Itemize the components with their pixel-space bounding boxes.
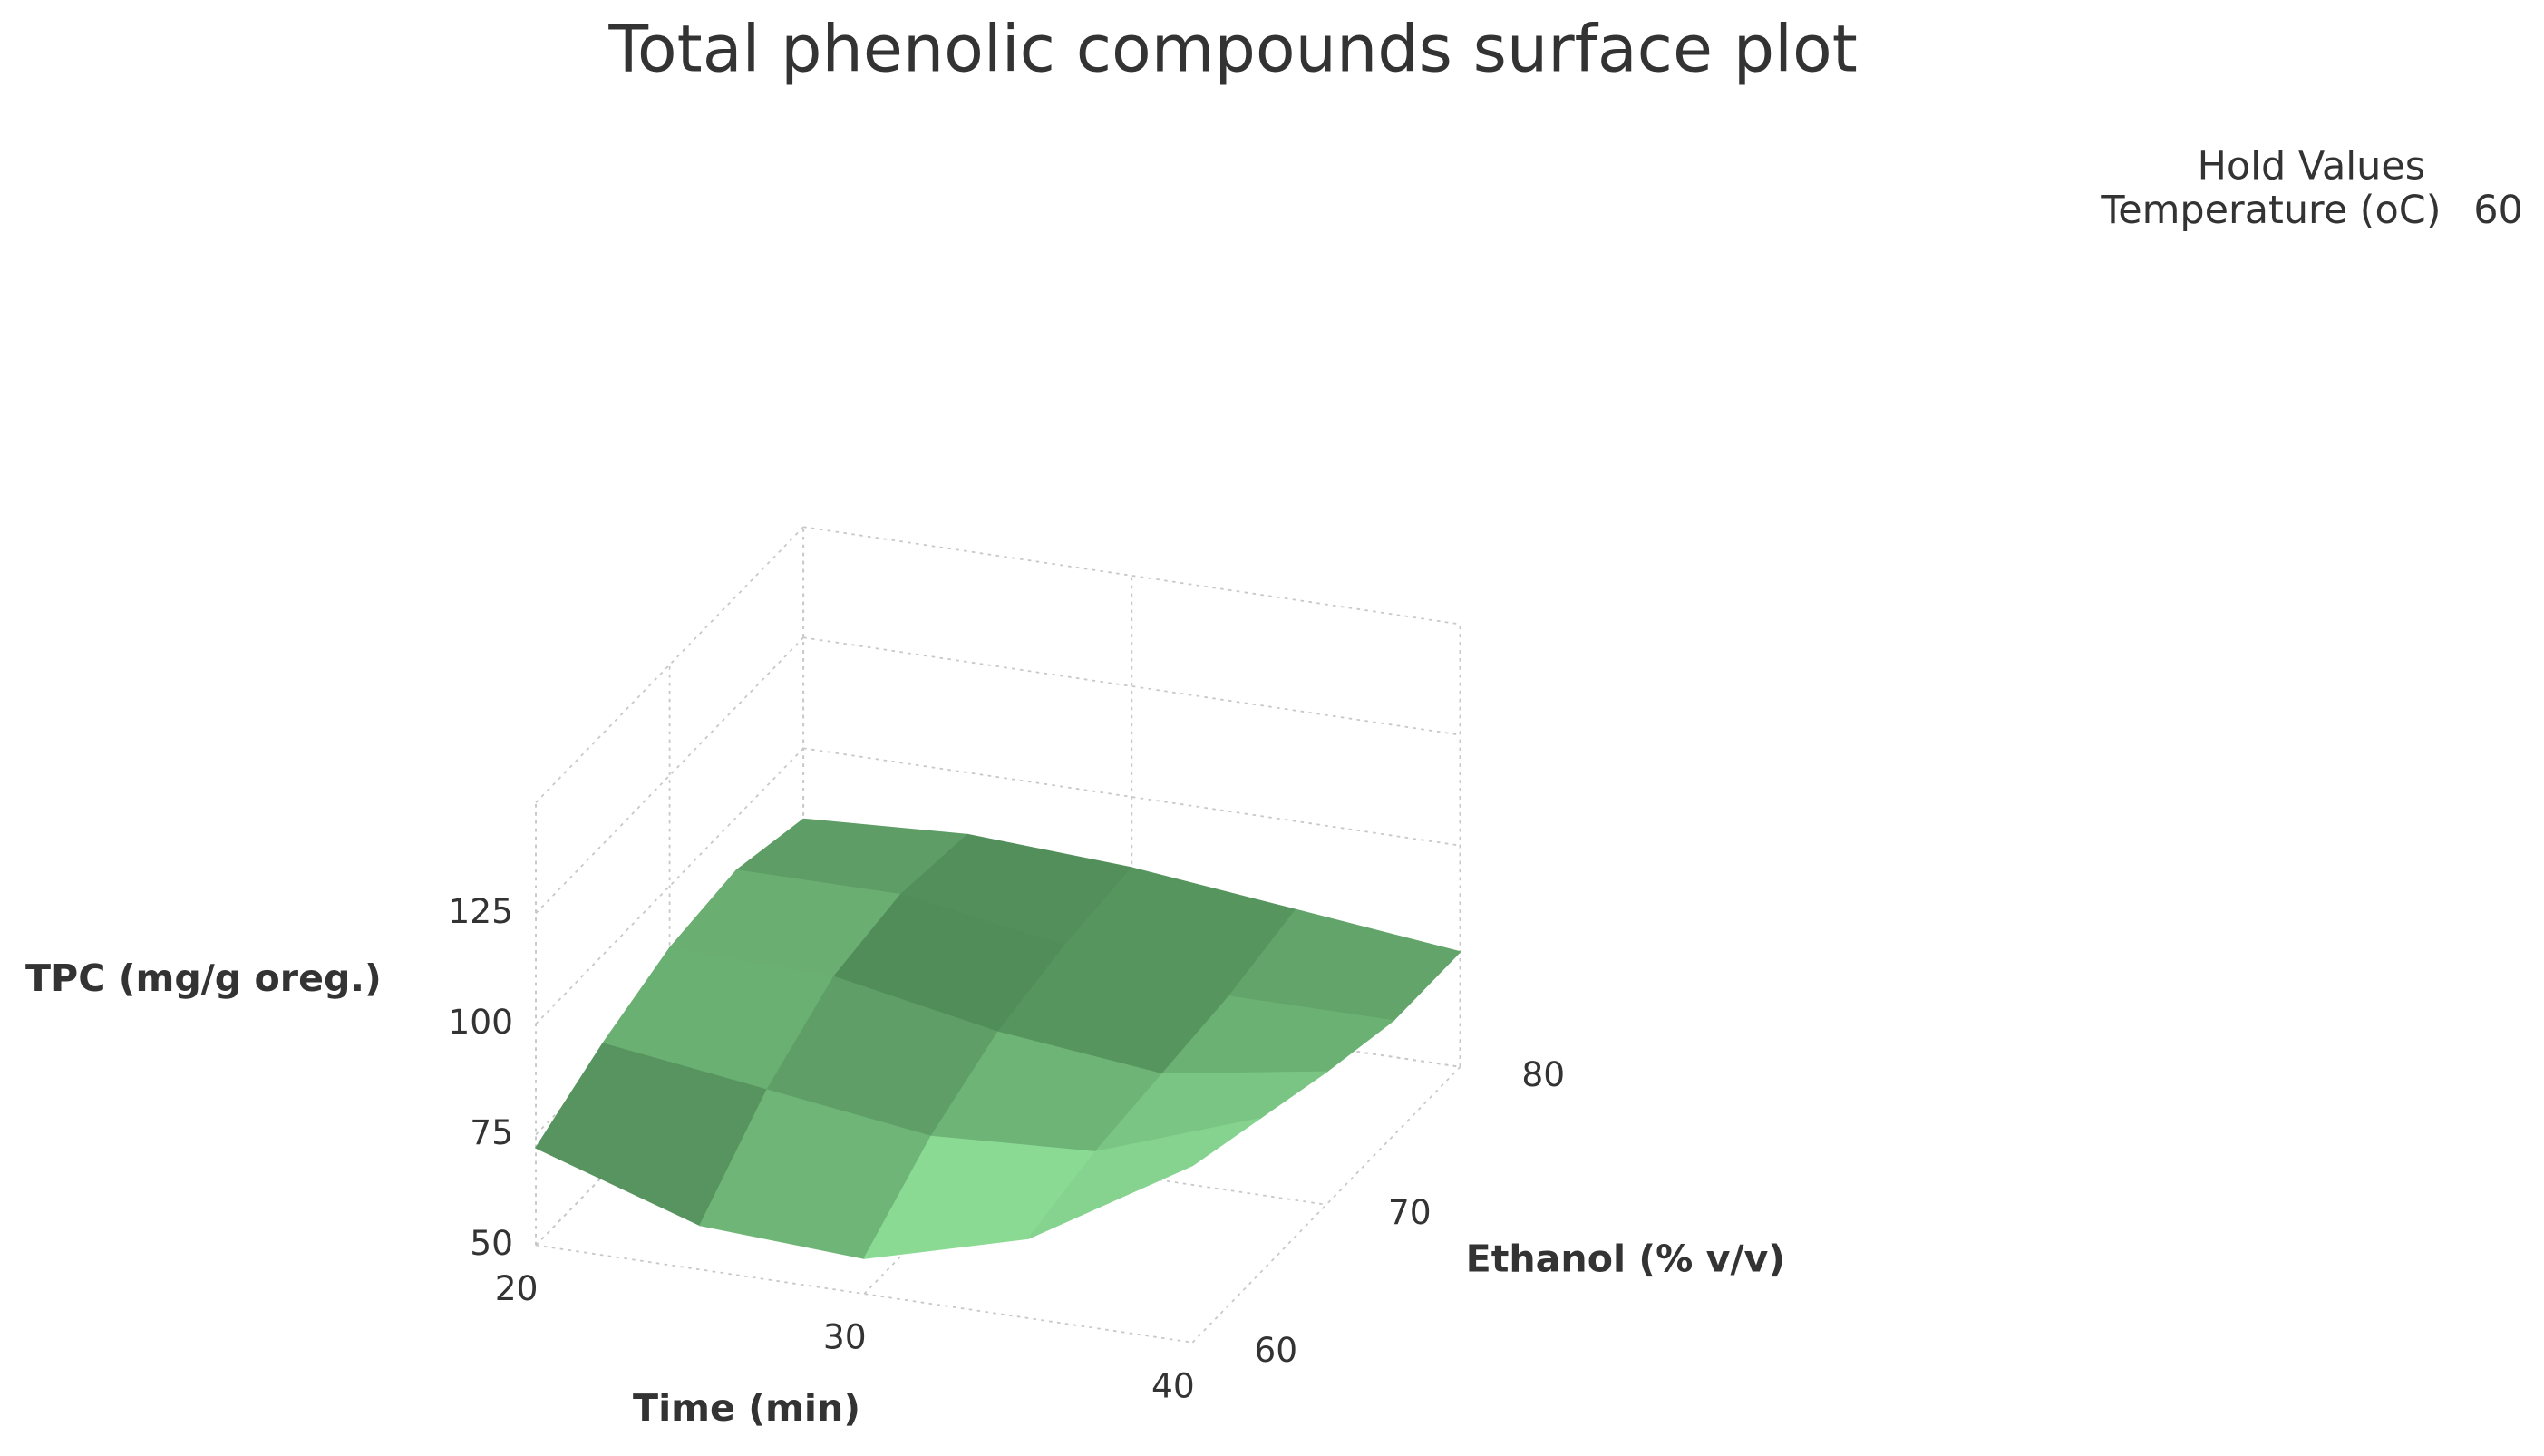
z-tick-label: 100 — [448, 1002, 513, 1042]
grid-line — [803, 747, 1461, 847]
box-edge — [803, 526, 1461, 626]
z-tick-label: 125 — [448, 891, 513, 931]
z-tick-label: 50 — [470, 1223, 513, 1263]
chart-title: Total phenolic compounds surface plot — [607, 12, 1857, 87]
x-tick-label: 30 — [823, 1317, 867, 1357]
hold-value: 60 — [2473, 188, 2523, 233]
z-tick-label: 75 — [470, 1112, 513, 1152]
surface-patch — [1027, 1118, 1260, 1239]
y-tick-label: 80 — [1521, 1054, 1565, 1094]
y-tick-label: 60 — [1254, 1330, 1297, 1370]
x-axis-title: Time (min) — [633, 1386, 860, 1430]
x-tick-label: 40 — [1151, 1365, 1195, 1405]
x-tick-label: 20 — [495, 1268, 539, 1308]
hold-title: Hold Values — [2198, 143, 2426, 189]
hold-name: Temperature (oC) — [2100, 188, 2441, 233]
grid-line — [535, 1244, 1193, 1344]
grid-line — [669, 1106, 1327, 1206]
grid-line — [803, 636, 1461, 736]
z-axis-title: TPC (mg/g oreg.) — [25, 956, 382, 1000]
y-tick-label: 70 — [1388, 1192, 1432, 1232]
box-edge — [535, 526, 804, 803]
y-axis-title: Ethanol (% v/v) — [1466, 1237, 1785, 1280]
